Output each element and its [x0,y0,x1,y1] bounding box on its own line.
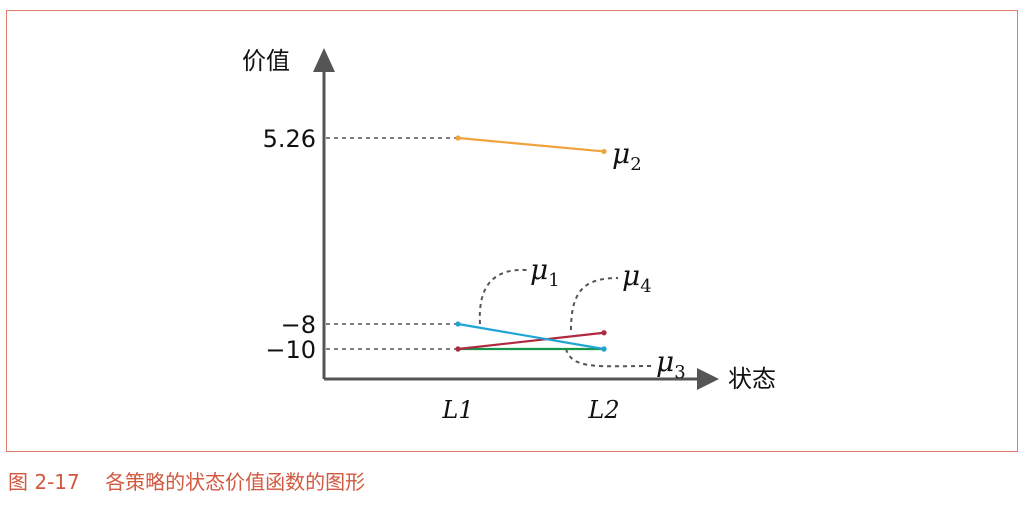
mu1-leader [478,268,528,325]
x-axis-label: 状态 [728,365,776,393]
series-label-μ1: μ1 [530,253,560,291]
y-axis-label: 价值 [242,47,290,75]
series-point-μ4 [455,346,461,352]
figure-frame [6,10,1018,452]
series-line-μ4 [457,331,605,351]
series-point-μ4 [601,330,607,336]
series-point-μ1 [455,321,461,327]
series-line-μ2 [457,136,605,153]
y-axis-arrow [313,48,335,72]
y-tick-label: −10 [265,336,316,364]
series-label-μ4: μ4 [622,259,652,297]
x-axis-arrow [697,368,719,390]
series-point-μ2 [601,148,607,155]
y-tick-label: 5.26 [263,125,316,153]
series-label-μ3: μ3 [656,345,686,383]
series-line-μ1 [457,322,605,351]
caption-text: 各策略的状态价值函数的图形 [105,470,366,494]
series-point-μ1 [601,346,607,352]
mu3-leader [565,348,653,368]
series-label-μ2: μ2 [612,137,642,175]
mu4-leader [570,277,619,331]
figure-caption: 图 2-17 各策略的状态价值函数的图形 [8,466,365,495]
caption-number: 图 2-17 [8,470,80,494]
x-category-label: L2 [587,396,619,424]
y-tick-label: −8 [281,311,316,339]
x-category-label: L1 [441,396,473,424]
series-point-μ2 [455,135,461,141]
